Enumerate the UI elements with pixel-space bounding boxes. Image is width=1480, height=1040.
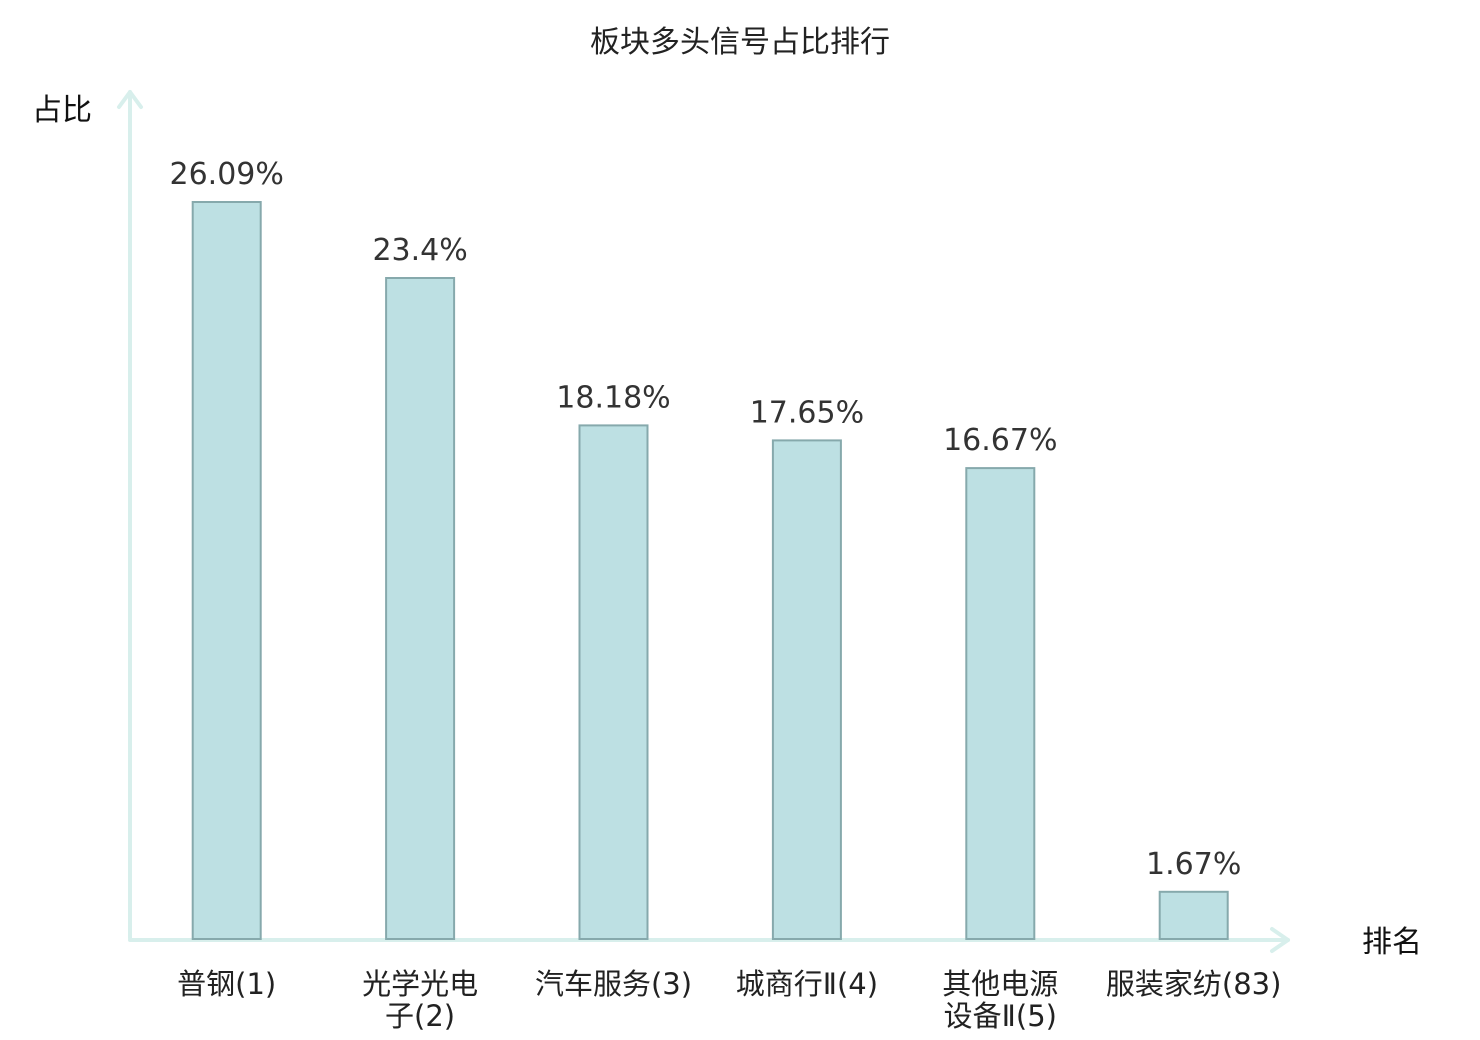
category-label-1: 普钢(1) [177,967,276,1001]
y-axis-arrow [117,90,143,109]
value-label-2: 23.4% [372,233,467,268]
value-label-4: 17.65% [750,395,864,430]
bar-5 [965,467,1036,940]
category-label-2-line-2: 子(2) [385,999,455,1033]
value-labels-group: 26.09% 23.4% 18.18% 17.65% 16.67% 1.67% [170,157,1242,882]
value-label-6: 1.67% [1146,847,1241,882]
category-label-4: 城商行Ⅱ(4) [736,967,878,1001]
category-label-6: 服装家纺(83) [1106,967,1282,1001]
chart-title: 板块多头信号占比排行 [590,25,890,60]
bars-group [191,201,1229,940]
bar-2 [385,277,456,940]
value-label-1: 26.09% [170,157,284,192]
category-label-5-line-1: 其他电源 [942,967,1058,1001]
category-label-3: 汽车服务(3) [535,967,692,1001]
category-label-5-line-2: 设备Ⅱ(5) [944,999,1057,1033]
x-axis-title: 排名 [1362,925,1422,960]
bar-4 [771,439,842,940]
value-label-3: 18.18% [556,380,670,415]
bar-1 [191,201,262,940]
x-axis-arrow [1270,927,1290,953]
bar-3 [578,424,649,940]
value-label-5: 16.67% [943,423,1057,458]
bar-6 [1158,890,1229,940]
y-axis-title: 占比 [32,93,92,128]
category-label-2-line-1: 光学光电 [362,967,478,1001]
